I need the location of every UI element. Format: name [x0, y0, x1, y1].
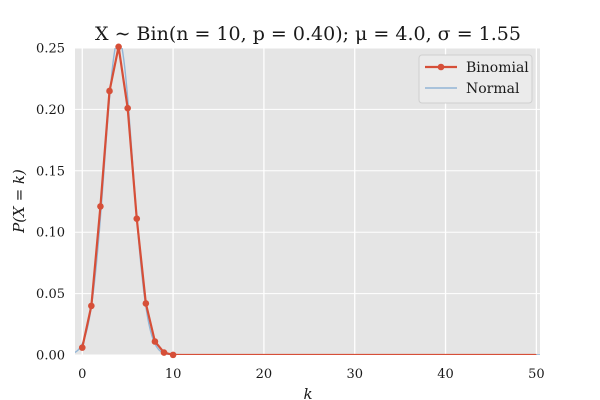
- x-tick-label: 10: [165, 367, 182, 382]
- y-tick-label: 0.05: [36, 287, 65, 302]
- binomial-point: [151, 338, 159, 345]
- y-tick-label: 0.00: [36, 349, 65, 364]
- x-tick-label: 40: [437, 367, 454, 382]
- binomial-point: [106, 87, 113, 95]
- grid: [75, 47, 540, 356]
- binomial-point: [97, 203, 104, 210]
- binomial-line: [81, 48, 537, 355]
- y-tick-label: 0.15: [36, 164, 65, 179]
- normal-curve: [75, 48, 540, 355]
- legend-normal-label: Normal: [466, 81, 520, 97]
- binomial-point: [160, 349, 168, 356]
- binomial-point: [169, 351, 177, 359]
- x-tick-label: 50: [528, 367, 545, 382]
- binomial-point: [133, 215, 141, 222]
- binomial-point: [115, 43, 122, 51]
- legend: Binomial Normal: [418, 54, 533, 104]
- y-tick-label: 0.10: [36, 226, 65, 241]
- x-axis-ticks: 0 10 20 30 40 50: [78, 367, 545, 382]
- binomial-point: [142, 300, 150, 307]
- y-tick-label: 0.20: [36, 103, 65, 118]
- x-tick-label: 0: [78, 367, 86, 382]
- series-layer: [75, 43, 540, 359]
- y-tick-label: 0.25: [36, 42, 65, 57]
- x-tick-label: 30: [346, 367, 363, 382]
- binomial-point: [124, 104, 131, 112]
- y-axis-ticks: 0.00 0.05 0.10 0.15 0.20 0.25: [36, 42, 65, 364]
- binomial-point: [88, 302, 95, 310]
- legend-binomial-marker: [437, 63, 445, 71]
- chart-title: X ∼ Bin(n = 10, p = 0.40); μ = 4.0, σ = …: [95, 23, 521, 45]
- y-axis-label: P(X = k): [10, 169, 28, 234]
- x-tick-label: 20: [256, 367, 273, 382]
- binomial-point: [78, 344, 86, 351]
- x-axis-label: k: [303, 385, 312, 400]
- legend-binomial-label: Binomial: [466, 60, 529, 76]
